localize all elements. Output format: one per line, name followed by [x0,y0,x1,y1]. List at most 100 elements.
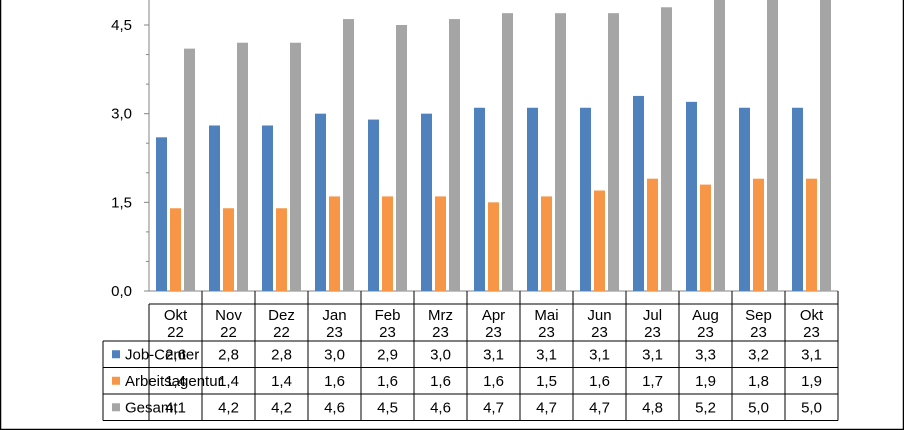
x-category-label: Mrz [428,307,453,324]
table-value: 3,1 [642,346,663,363]
x-category-label: Feb [375,307,401,324]
table-value: 3,1 [483,346,504,363]
table-value: 4,1 [165,399,186,416]
bar-gesamt [396,25,407,291]
x-category-label: 22 [167,324,184,341]
bar-gesamt [714,0,725,291]
bar-job-center [580,107,591,291]
bar-arbeitsagentur [170,208,181,291]
table-value: 1,5 [536,373,557,390]
x-category-label: Sep [745,307,772,324]
bar-arbeitsagentur [753,178,764,291]
x-category-label: 23 [697,324,714,341]
legend-series-name: Job-Center [125,346,199,363]
legend-swatch [112,376,120,385]
x-category-label: Mai [534,307,558,324]
table-value: 1,6 [430,373,451,390]
table-value: 4,2 [271,399,292,416]
bar-arbeitsagentur [806,178,817,291]
x-category-label: 23 [485,324,502,341]
x-category-label: Jun [587,307,611,324]
x-category-label: 23 [379,324,396,341]
legend-series-name: Arbeitsagentur [125,373,223,390]
bar-arbeitsagentur [435,196,446,291]
x-category-label: Dez [268,307,295,324]
bar-job-center [633,95,644,291]
bar-arbeitsagentur [276,208,287,291]
x-category-label: Okt [800,307,824,324]
table-value: 3,2 [748,346,769,363]
table-value: 1,6 [324,373,345,390]
bar-arbeitsagentur [594,190,605,291]
table-value: 2,6 [165,346,186,363]
table-value: 2,8 [271,346,292,363]
bar-gesamt [343,19,354,291]
table-value: 3,1 [801,346,822,363]
bar-job-center [474,107,485,291]
legend-swatch [112,403,120,412]
table-value: 2,8 [218,346,239,363]
x-category-label: Jan [322,307,346,324]
bar-gesamt [661,7,672,292]
table-value: 4,2 [218,399,239,416]
table-value: 3,1 [536,346,557,363]
bar-job-center [209,125,220,291]
bar-gesamt [555,13,566,292]
x-category-label: 23 [644,324,661,341]
table-value: 1,9 [801,373,822,390]
bar-job-center [527,107,538,291]
bar-arbeitsagentur [329,196,340,291]
legend-swatch [112,350,120,359]
y-tick-label: 0,0 [111,283,132,300]
x-category-label: Nov [215,307,242,324]
table-value: 3,0 [324,346,345,363]
table-value: 1,4 [271,373,292,390]
table-value: 1,7 [642,373,663,390]
bar-job-center [156,137,167,291]
bar-gesamt [820,0,831,291]
table-value: 3,1 [589,346,610,363]
table-value: 4,7 [536,399,557,416]
x-category-label: Okt [164,307,188,324]
table-value: 1,9 [695,373,716,390]
table-value: 5,0 [748,399,769,416]
y-tick-label: 4,5 [111,17,132,34]
table-value: 3,3 [695,346,716,363]
x-category-label: 22 [273,324,290,341]
table-value: 5,0 [801,399,822,416]
x-category-label: 23 [591,324,608,341]
bar-arbeitsagentur [700,184,711,291]
table-value: 1,6 [589,373,610,390]
bar-job-center [368,119,379,291]
x-category-label: Apr [482,307,505,324]
x-category-label: 22 [220,324,237,341]
table-value: 1,4 [218,373,239,390]
bar-arbeitsagentur [647,178,658,291]
x-category-label: 23 [803,324,820,341]
x-category-label: 23 [750,324,767,341]
y-tick-label: 3,0 [111,106,132,123]
bars [156,0,831,292]
bar-arbeitsagentur [382,196,393,291]
table-value: 1,6 [377,373,398,390]
table-value: 2,9 [377,346,398,363]
bar-job-center [739,107,750,291]
bar-gesamt [608,13,619,292]
bar-job-center [315,113,326,292]
legend-series-name: Gesamt [125,399,178,416]
bar-gesamt [184,48,195,292]
bar-job-center [421,113,432,292]
data-table: Okt22Nov22Dez22Jan23Feb23Mrz23Apr23Mai23… [102,291,839,421]
table-value: 5,2 [695,399,716,416]
bar-gesamt [237,42,248,291]
table-value: 3,0 [430,346,451,363]
bar-gesamt [502,13,513,292]
table-value: 4,6 [430,399,451,416]
y-tick-label: 1,5 [111,194,132,211]
bar-gesamt [449,19,460,291]
bar-job-center [792,107,803,291]
x-category-label: 23 [538,324,555,341]
bar-arbeitsagentur [541,196,552,291]
x-category-label: 23 [326,324,343,341]
